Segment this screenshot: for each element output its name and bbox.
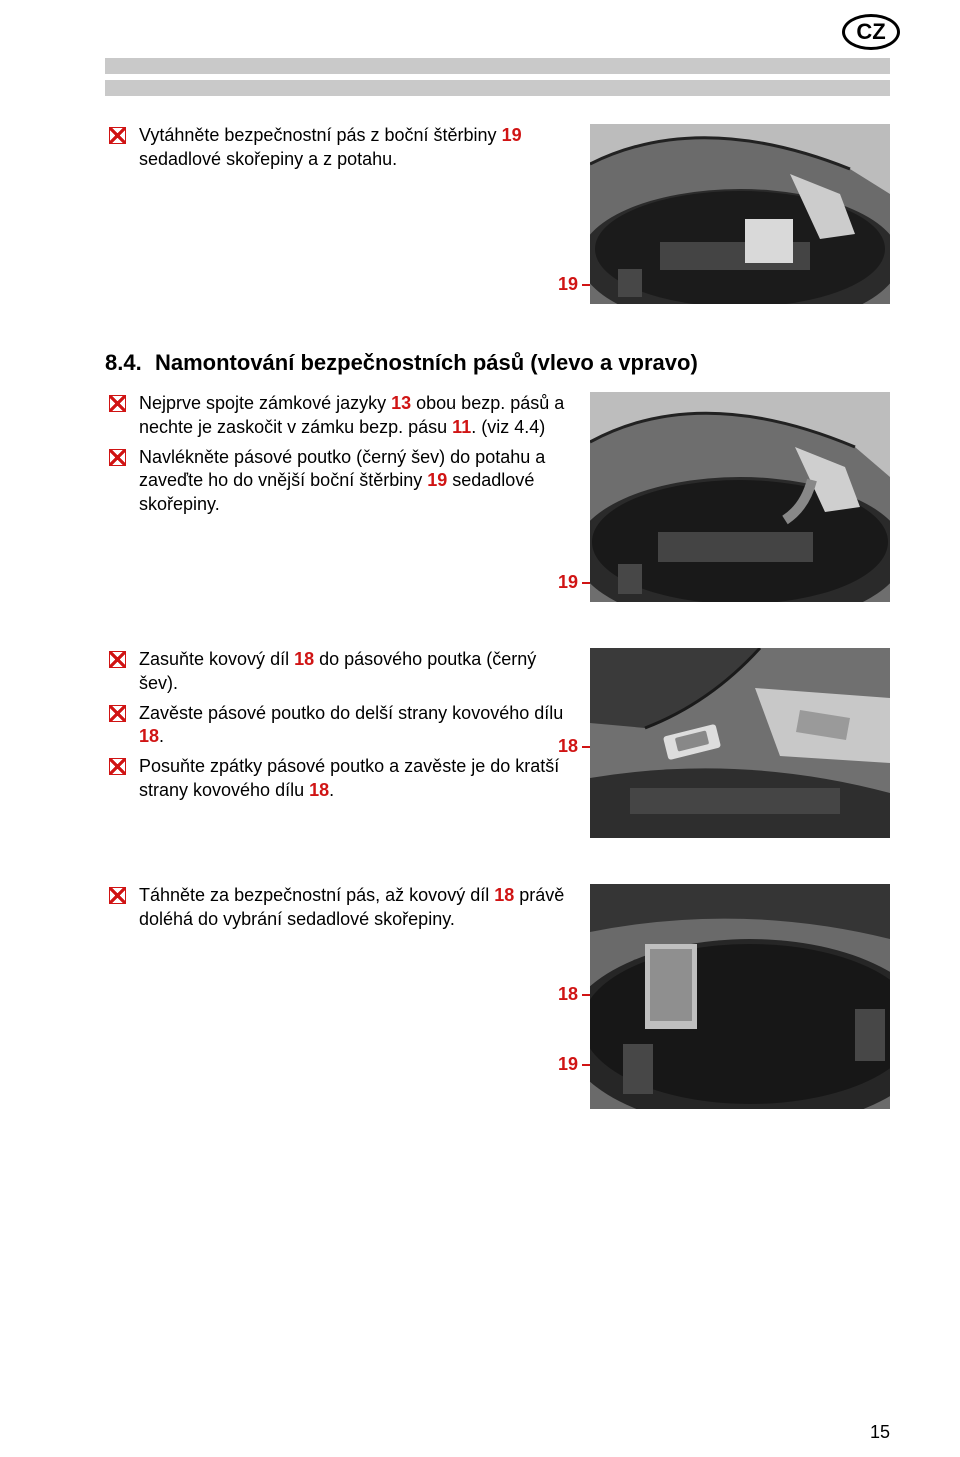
- step-item: Zasuňte kovový díl 18 do pásového poutka…: [105, 648, 566, 696]
- ref-number: 18: [309, 780, 329, 800]
- text: Vytáhněte bezpečnostní pás z boční štěrb…: [139, 125, 502, 145]
- text: Posuňte zpátky pásové poutko a zavěste j…: [139, 756, 559, 800]
- step-item: Navlékněte pásové poutko (černý šev) do …: [105, 446, 566, 517]
- step-item: Posuňte zpátky pásové poutko a zavěste j…: [105, 755, 566, 803]
- text: .: [159, 726, 164, 746]
- ref-number: 18: [294, 649, 314, 669]
- text: sedadlové skořepiny a z potahu.: [139, 149, 397, 169]
- instruction-photo: [590, 124, 890, 304]
- section-heading: 8.4.Namontování bezpečnostních pásů (vle…: [105, 350, 890, 376]
- text: .: [329, 780, 334, 800]
- step-item: Táhněte za bezpečnostní pás, až kovový d…: [105, 884, 566, 932]
- text: Táhněte za bezpečnostní pás, až kovový d…: [139, 885, 494, 905]
- text: Zasuňte kovový díl: [139, 649, 294, 669]
- text: Zavěste pásové poutko do delší strany ko…: [139, 703, 563, 723]
- ref-number: 18: [139, 726, 159, 746]
- heading-title: Namontování bezpečnostních pásů (vlevo a…: [155, 350, 698, 375]
- language-badge-text: CZ: [856, 19, 885, 45]
- text: . (viz 4.4): [471, 417, 545, 437]
- ref-number: 18: [494, 885, 514, 905]
- instruction-photo: [590, 648, 890, 838]
- callout-label: 19: [558, 572, 578, 593]
- step-item: Nejprve spojte zámkové jazyky 13 obou be…: [105, 392, 566, 440]
- text: Nejprve spojte zámkové jazyky: [139, 393, 391, 413]
- step-item: Vytáhněte bezpečnostní pás z boční štěrb…: [105, 124, 566, 172]
- language-badge: CZ: [842, 14, 900, 50]
- instruction-photo: [590, 392, 890, 602]
- ref-number: 19: [427, 470, 447, 490]
- decorative-bars: [105, 58, 890, 96]
- page-number: 15: [870, 1422, 890, 1443]
- heading-number: 8.4.: [105, 350, 155, 376]
- callout-label: 19: [558, 1054, 578, 1075]
- callout-label: 18: [558, 736, 578, 757]
- callout-label: 18: [558, 984, 578, 1005]
- ref-number: 13: [391, 393, 411, 413]
- ref-number: 19: [502, 125, 522, 145]
- ref-number: 11: [452, 417, 471, 437]
- callout-label: 19: [558, 274, 578, 295]
- instruction-photo: [590, 884, 890, 1109]
- step-item: Zavěste pásové poutko do delší strany ko…: [105, 702, 566, 750]
